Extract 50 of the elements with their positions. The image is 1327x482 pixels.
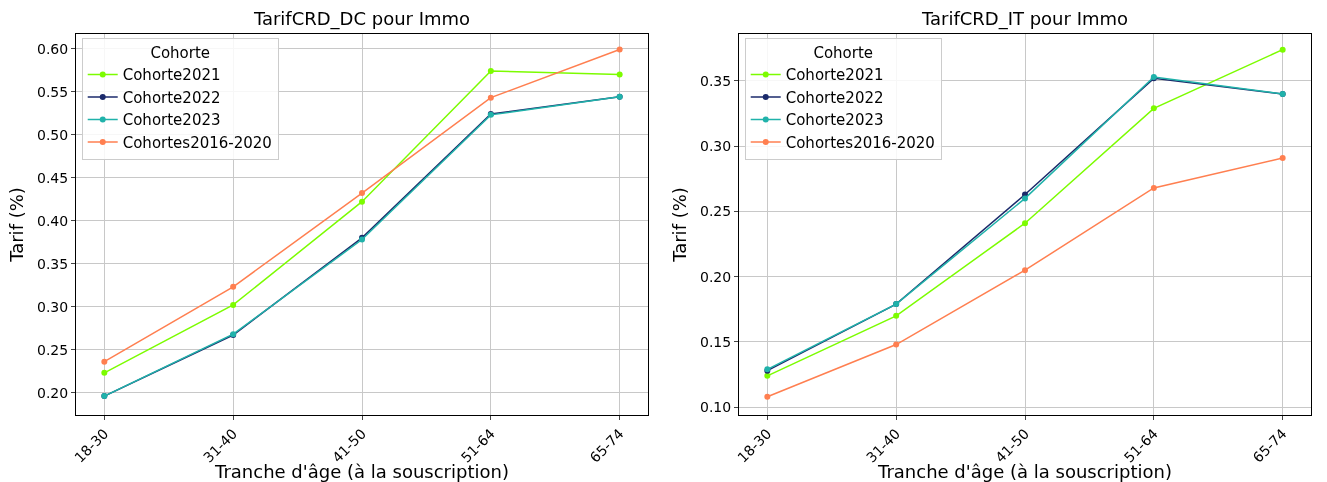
y-tick-label: 0.20 [37,384,69,401]
point [230,283,237,290]
y-tick-label: 0.10 [700,399,732,416]
point [230,301,237,308]
legend-title: Cohorte [813,44,874,63]
point [487,67,494,74]
y-axis-title: Tarif (%) [669,187,691,263]
y-tick-label: 0.35 [700,72,732,89]
legend-label: Cohortes2016-2020 [122,133,272,152]
point [359,198,365,205]
y-tick-label: 0.35 [37,255,69,272]
point [101,369,108,376]
legend-label: Cohorte2022 [122,88,221,107]
y-tick-label: 0.55 [37,83,69,100]
y-tick-label: 0.20 [700,268,732,285]
point [616,71,623,78]
point [1022,267,1028,274]
y-axis-title: Tarif (%) [6,187,28,263]
point [359,190,365,197]
y-tick-label: 0.25 [37,341,69,358]
y-tick-label: 0.30 [37,298,69,315]
point [1150,105,1157,112]
point [1150,184,1157,191]
y-tick-label: 0.30 [700,138,732,155]
point [101,358,108,365]
point [1022,220,1028,227]
point [893,312,900,319]
legend-label: Cohorte2021 [122,66,221,85]
legend-label: Cohortes2016-2020 [785,133,935,152]
chart-title: TarifCRD_IT pour Immo [920,7,1129,30]
point [487,94,494,101]
point [893,341,900,348]
point [616,46,623,53]
point [764,393,771,400]
chart-title: TarifCRD_DC pour Immo [252,7,471,30]
legend-label: Cohorte2023 [785,111,884,130]
y-tick-label: 0.25 [700,203,732,220]
y-tick-label: 0.15 [700,333,732,350]
y-tick-label: 0.40 [37,212,69,229]
point [1022,195,1028,202]
legend-label: Cohorte2022 [785,88,884,107]
point [1279,154,1286,161]
legend-label: Cohorte2021 [785,66,884,85]
legend-title: Cohorte [150,44,211,63]
y-tick-label: 0.45 [37,169,69,186]
legend-label: Cohorte2023 [122,111,221,130]
y-tick-label: 0.50 [37,126,69,143]
point [1279,46,1286,53]
point [764,372,771,379]
y-tick-label: 0.60 [37,40,69,57]
